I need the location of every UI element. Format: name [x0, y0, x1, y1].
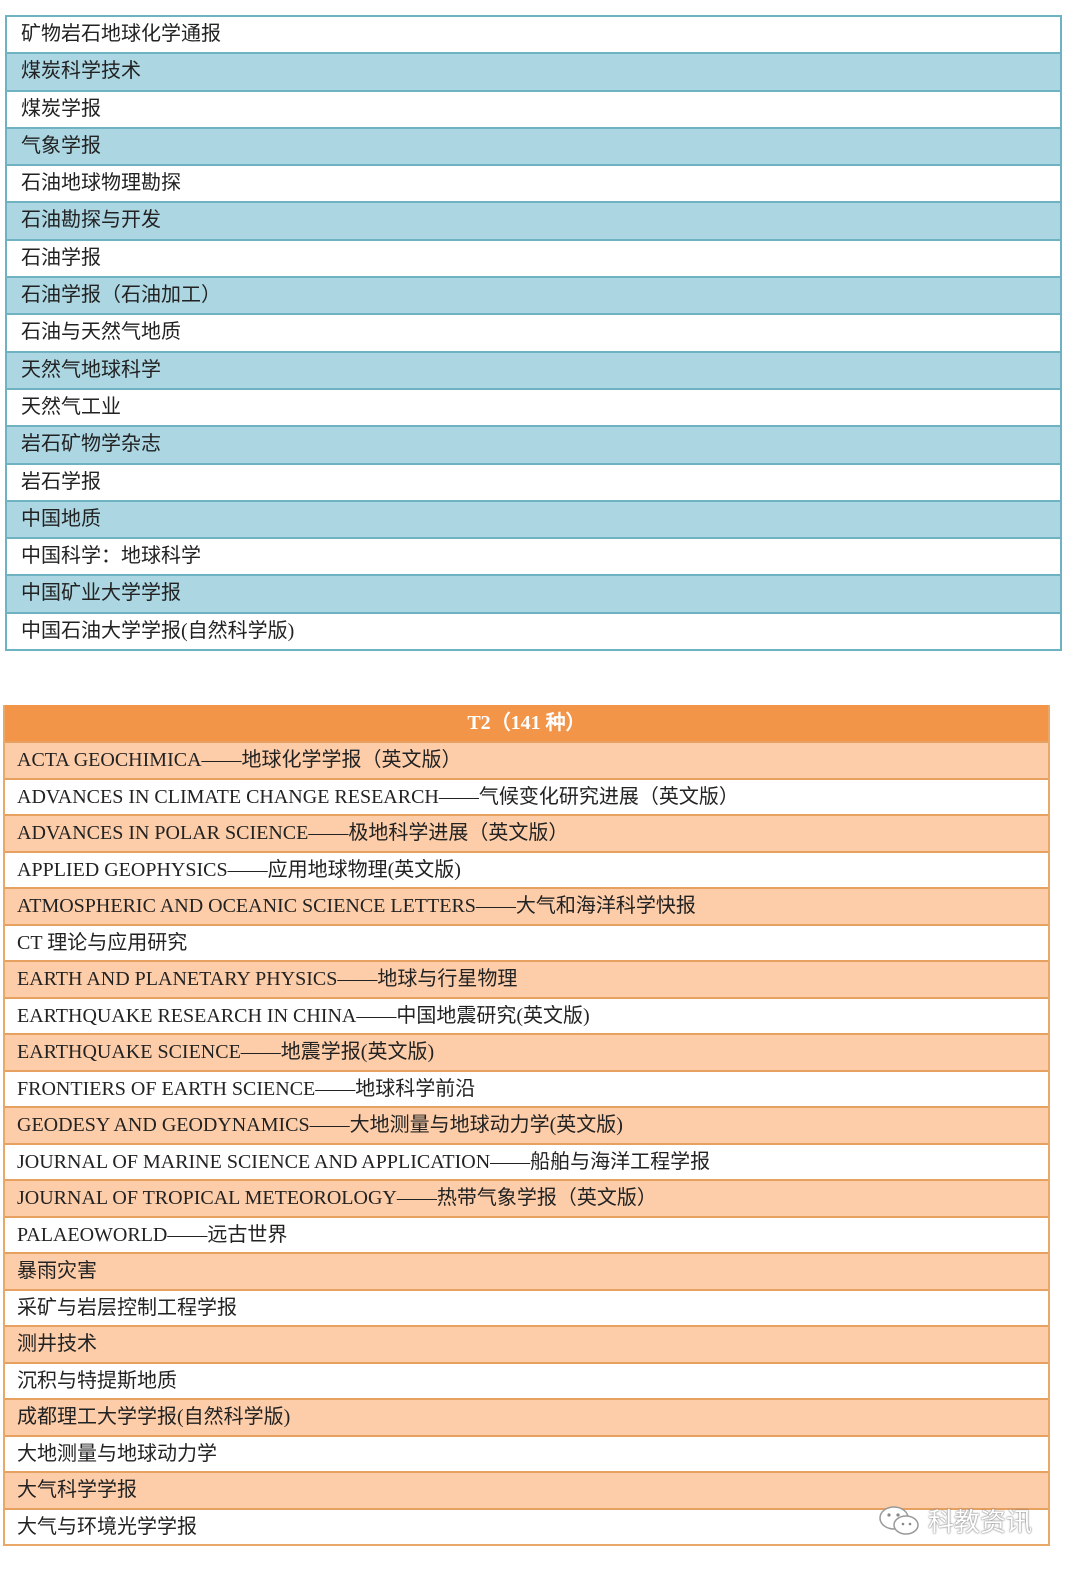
table-row: 中国石油大学学报(自然科学版): [21, 619, 295, 642]
table-row: ACTA GEOCHIMICA——地球化学学报（英文版）: [5, 741, 1048, 778]
table-row: 中国地质: [7, 501, 1060, 540]
table-row: 沉积与特提斯地质: [5, 1361, 1048, 1399]
table-row: ADVANCES IN POLAR SCIENCE——极地科学进展（英文版）: [5, 814, 1048, 851]
table-row: FRONTIERS OF EARTH SCIENCE——地球科学前沿: [5, 1069, 1048, 1107]
table-row: GEODESY AND GEODYNAMICS——大地测量与地球动力学(英文版): [5, 1106, 1048, 1143]
table-row: PALAEOWORLD——远古世界: [5, 1215, 1048, 1253]
table-row: 煤炭学报: [7, 92, 1060, 129]
table-row: 煤炭科学技术: [7, 54, 1060, 92]
table-row: ADVANCES IN CLIMATE CHANGE RESEARCH——气候变…: [5, 777, 1048, 815]
table-row: 矿物岩石地球化学通报: [7, 17, 1060, 55]
journal-table-t2: T2（141 种） ACTA GEOCHIMICA——地球化学学报（英文版） AD…: [3, 705, 1050, 1546]
table-row: CT 理论与应用研究: [5, 923, 1048, 961]
table-row: 天然气地球科学: [7, 352, 1060, 390]
table-row: 石油与天然气地质: [7, 315, 1060, 353]
table-row: 石油勘探与开发: [7, 203, 1060, 241]
table-row: 大地测量与地球动力学: [5, 1434, 1048, 1472]
watermark: 科教资讯: [878, 1502, 1032, 1539]
table-row: 大气科学学报: [5, 1471, 1048, 1508]
table-row: 岩石矿物学杂志: [7, 427, 1060, 465]
table-row: 采矿与岩层控制工程学报: [5, 1288, 1048, 1326]
table-row: EARTHQUAKE RESEARCH IN CHINA——中国地震研究(英文版…: [5, 996, 1048, 1034]
journal-table-t1-continued: 矿物岩石地球化学通报 煤炭科学技术 煤炭学报 气象学报 石油地球物理勘探 石油勘探与开发石…: [5, 15, 1062, 652]
watermark-text: 科教资讯: [927, 1508, 1032, 1538]
table-row: 气象学报: [7, 128, 1060, 167]
table-row: ATMOSPHERIC AND OCEANIC SCIENCE LETTERS—…: [5, 887, 1048, 924]
table-row: 中国科学：地球科学: [7, 539, 1060, 577]
table-row: 天然气工业: [7, 390, 1060, 428]
table-row: 测井技术: [5, 1325, 1048, 1362]
table-row: 石油学报: [7, 241, 1060, 279]
table-row: JOURNAL OF TROPICAL METEOROLOGY——热带气象学报（…: [5, 1179, 1048, 1216]
table-row: 中国矿业大学学报: [7, 576, 1060, 614]
table-row: 岩石学报: [7, 465, 1060, 502]
table-row: JOURNAL OF MARINE SCIENCE AND APPLICATIO…: [5, 1142, 1048, 1180]
table-row: 石油学报（石油加工）: [7, 278, 1060, 316]
table-row: 成都理工大学学报(自然科学版): [5, 1398, 1048, 1435]
table-row: APPLIED GEOPHYSICS——应用地球物理(英文版): [5, 850, 1048, 888]
table-row: EARTH AND PLANETARY PHYSICS——地球与行星物理: [5, 960, 1048, 997]
table-header: T2（141 种）: [5, 705, 1048, 741]
table-row: EARTHQUAKE SCIENCE——地震学报(英文版): [5, 1033, 1048, 1070]
wechat-icon: [879, 1505, 919, 1535]
table-row: 大气与环境光学学报: [5, 1507, 1048, 1545]
table-row: 石油地球物理勘探: [7, 166, 1060, 204]
table-row: 暴雨灾害: [5, 1252, 1048, 1289]
